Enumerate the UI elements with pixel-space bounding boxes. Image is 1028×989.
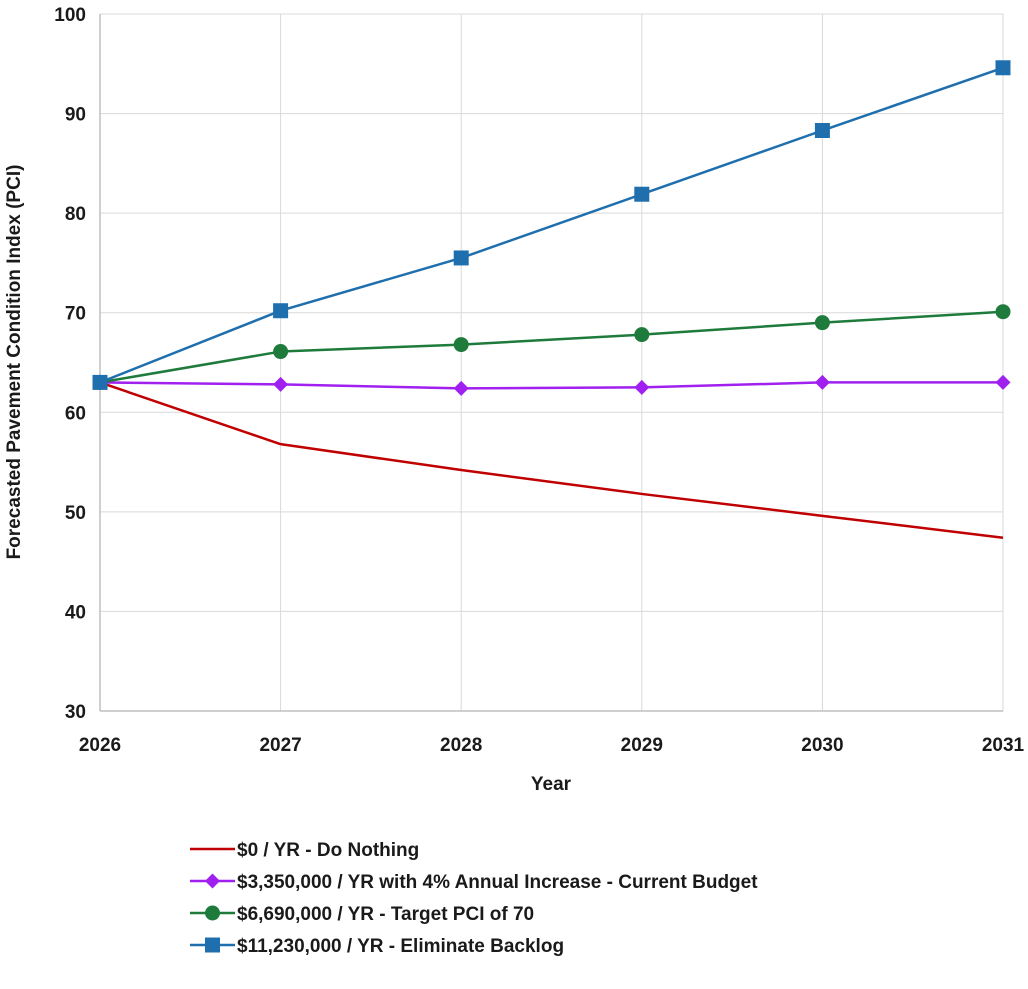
data-point xyxy=(995,304,1011,320)
y-tick-label: 30 xyxy=(65,702,86,723)
series-line xyxy=(99,381,1004,539)
series-line xyxy=(99,310,1004,384)
gridlines xyxy=(100,13,1004,711)
series-2 xyxy=(92,374,1011,396)
legend-item-3: $6,690,000 / YR - Target PCI of 70 xyxy=(190,904,534,925)
data-point xyxy=(273,344,289,360)
data-point xyxy=(92,374,108,390)
x-tick-label: 2031 xyxy=(982,735,1025,756)
axes xyxy=(99,14,1003,712)
x-tick-label: 2026 xyxy=(79,735,121,756)
data-point xyxy=(273,303,289,319)
legend-label: $3,350,000 / YR with 4% Annual Increase … xyxy=(237,872,758,893)
data-point xyxy=(814,122,830,138)
x-tick-label: 2029 xyxy=(621,735,663,756)
legend-item-2: $3,350,000 / YR with 4% Annual Increase … xyxy=(190,872,758,893)
series-line xyxy=(99,381,1003,390)
tick-labels: 30 40 50 60 70 80 90 100 2026 2027 2028 2029 2030 203… xyxy=(54,5,1024,756)
x-tick-label: 2030 xyxy=(801,735,843,756)
legend-swatch-marker xyxy=(205,937,220,953)
y-axis-title: Forecasted Pavement Condition Index (PCI… xyxy=(4,165,25,560)
y-tick-label: 80 xyxy=(65,204,86,225)
data-point xyxy=(634,327,650,343)
data-point xyxy=(453,250,469,266)
legend-label: $6,690,000 / YR - Target PCI of 70 xyxy=(237,904,534,925)
data-point xyxy=(273,376,289,392)
series-layer xyxy=(92,60,1011,539)
series-3 xyxy=(92,304,1011,390)
data-point xyxy=(995,60,1011,76)
y-tick-label: 40 xyxy=(65,602,86,623)
y-tick-label: 50 xyxy=(65,503,86,524)
series-1 xyxy=(99,381,1004,539)
data-point xyxy=(995,374,1011,390)
x-tick-label: 2027 xyxy=(259,735,301,756)
data-point xyxy=(453,337,469,353)
data-point xyxy=(453,380,469,396)
legend-swatch-marker xyxy=(205,905,220,921)
data-point xyxy=(634,186,650,202)
legend-swatch-marker xyxy=(205,873,220,889)
legend-label: $11,230,000 / YR - Eliminate Backlog xyxy=(237,936,564,957)
y-tick-label: 60 xyxy=(65,403,86,424)
legend-label: $0 / YR - Do Nothing xyxy=(237,840,419,861)
data-point xyxy=(814,374,830,390)
legend: $0 / YR - Do Nothing $3,350,000 / YR with… xyxy=(190,840,758,957)
y-tick-label: 100 xyxy=(54,5,86,26)
series-4 xyxy=(92,60,1011,390)
x-axis-title: Year xyxy=(531,774,572,795)
data-point xyxy=(814,315,830,331)
legend-item-1: $0 / YR - Do Nothing xyxy=(190,840,419,861)
y-tick-label: 70 xyxy=(65,304,86,325)
y-tick-label: 90 xyxy=(65,105,86,126)
series-line xyxy=(99,66,1004,384)
data-point xyxy=(634,379,650,395)
x-tick-label: 2028 xyxy=(440,735,482,756)
legend-item-4: $11,230,000 / YR - Eliminate Backlog xyxy=(190,936,564,957)
